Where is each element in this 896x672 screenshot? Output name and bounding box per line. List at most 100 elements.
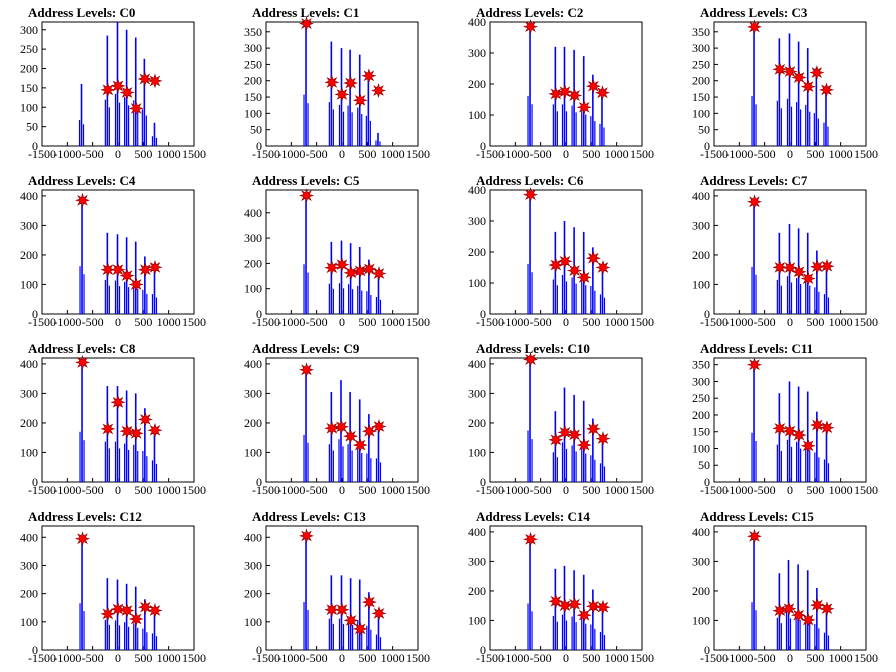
peak-marker bbox=[782, 260, 798, 276]
peak-marker bbox=[119, 84, 135, 101]
y-tick-label: 100 bbox=[468, 445, 486, 459]
y-tick-label: 0 bbox=[32, 307, 38, 321]
x-tick-label: 500 bbox=[582, 483, 600, 497]
x-tick-label: -500 bbox=[754, 147, 776, 161]
y-tick-label: 250 bbox=[692, 57, 710, 71]
x-tick-label: -1500 bbox=[476, 651, 504, 665]
peak-marker bbox=[343, 75, 359, 91]
peak-marker bbox=[74, 531, 91, 547]
y-tick-label: 200 bbox=[468, 245, 486, 259]
x-tick-label: -500 bbox=[82, 147, 104, 161]
peak-marker bbox=[595, 599, 611, 615]
peak-marker bbox=[576, 99, 592, 115]
x-tick-label: -1500 bbox=[252, 483, 280, 497]
x-tick-label: 0 bbox=[787, 315, 793, 329]
chart-title: Address Levels: C14 bbox=[476, 509, 590, 524]
peak-marker bbox=[585, 598, 601, 614]
y-tick-label: 200 bbox=[468, 416, 486, 430]
peak-marker bbox=[352, 621, 368, 637]
y-tick-label: 200 bbox=[692, 248, 710, 262]
peak-marker bbox=[819, 420, 835, 436]
x-tick-label: 1500 bbox=[630, 651, 654, 665]
peak-marker bbox=[137, 262, 153, 278]
y-tick-label: 300 bbox=[468, 214, 486, 228]
peak-marker bbox=[110, 394, 126, 410]
x-tick-label: 1500 bbox=[630, 147, 654, 161]
x-tick-label: 1000 bbox=[829, 315, 853, 329]
y-tick-label: 0 bbox=[256, 475, 262, 489]
peak-marker bbox=[791, 69, 807, 86]
peak-marker bbox=[334, 86, 350, 102]
x-tick-label: -1500 bbox=[476, 147, 504, 161]
y-tick-label: 0 bbox=[704, 643, 710, 657]
y-tick-label: 200 bbox=[20, 587, 38, 601]
peak-marker bbox=[128, 100, 144, 116]
chart-panel: Address Levels: C14 0 100 200 300 400 -1500 -10… bbox=[448, 504, 672, 672]
x-tick-label: -500 bbox=[530, 147, 552, 161]
x-tick-label: -1000 bbox=[725, 651, 753, 665]
x-tick-label: 500 bbox=[134, 315, 152, 329]
chart-svg: 0 50 100 150 200 250 300 350 -1500-1000 -500 0 500 1… bbox=[692, 19, 878, 161]
x-tick-label: -500 bbox=[754, 315, 776, 329]
peak-marker bbox=[548, 432, 564, 448]
peak-marker bbox=[361, 594, 377, 610]
x-tick-label: 1500 bbox=[854, 651, 878, 665]
peak-marker bbox=[800, 79, 816, 95]
chart-svg: 0 100 200 300 400 -1500-1000 -500 0 500 1000 1500 bbox=[468, 525, 654, 665]
peak-marker bbox=[119, 423, 135, 439]
chart-svg: 0 50 100 150 200 250 300 -1500-1000 -500 0 500 1000… bbox=[20, 21, 206, 161]
y-tick-label: 300 bbox=[244, 41, 262, 55]
peak-marker bbox=[522, 19, 539, 35]
x-tick-label: 0 bbox=[563, 483, 569, 497]
y-tick-label: 200 bbox=[468, 584, 486, 598]
chart-panel: Address Levels: C13 0 100 200 300 400 -1500 -10… bbox=[224, 504, 448, 672]
peak-marker bbox=[567, 596, 583, 612]
peak-marker bbox=[522, 531, 539, 547]
chart-title: Address Levels: C5 bbox=[252, 173, 360, 188]
x-tick-label: -1500 bbox=[700, 315, 728, 329]
x-tick-label: -1500 bbox=[700, 147, 728, 161]
peak-marker bbox=[361, 261, 377, 277]
x-tick-label: 0 bbox=[787, 147, 793, 161]
x-tick-label: -1000 bbox=[53, 315, 81, 329]
x-tick-label: -500 bbox=[306, 651, 328, 665]
x-tick-label: -1500 bbox=[28, 315, 56, 329]
y-tick-label: 0 bbox=[480, 139, 486, 153]
peak-marker bbox=[557, 424, 573, 440]
y-tick-label: 400 bbox=[20, 530, 38, 544]
chart-panel: Address Levels: C5 0 100 200 300 400 -1500 -100… bbox=[224, 168, 448, 336]
y-tick-label: 0 bbox=[32, 643, 38, 657]
chart-svg: 0 100 200 300 400 -1500-1000 -500 0 500 1000 1500 bbox=[468, 351, 654, 497]
x-tick-label: 500 bbox=[134, 651, 152, 665]
y-tick-label: 300 bbox=[20, 23, 38, 37]
x-tick-label: -1500 bbox=[700, 483, 728, 497]
y-tick-label: 400 bbox=[468, 15, 486, 29]
x-tick-label: 500 bbox=[134, 483, 152, 497]
y-tick-label: 0 bbox=[256, 139, 262, 153]
peak-marker bbox=[324, 602, 340, 618]
x-tick-label: -1500 bbox=[476, 483, 504, 497]
peak-marker bbox=[343, 265, 359, 281]
y-tick-label: 100 bbox=[244, 615, 262, 629]
x-tick-label: -1000 bbox=[53, 651, 81, 665]
peak-marker bbox=[100, 421, 116, 437]
y-tick-label: 400 bbox=[20, 189, 38, 203]
x-tick-label: 1000 bbox=[157, 483, 181, 497]
x-tick-label: -1000 bbox=[501, 315, 529, 329]
x-tick-label: 0 bbox=[115, 483, 121, 497]
peak-marker bbox=[334, 257, 350, 273]
x-tick-label: 1000 bbox=[381, 147, 405, 161]
x-tick-label: 1000 bbox=[157, 651, 181, 665]
peak-marker bbox=[147, 259, 163, 275]
x-tick-label: 500 bbox=[582, 651, 600, 665]
chart-title: Address Levels: C10 bbox=[476, 341, 590, 356]
chart-svg: 0 50 100 150 200 250 300 350 -1500-1000 -500 0 500 1… bbox=[244, 16, 430, 161]
y-tick-label: 100 bbox=[20, 445, 38, 459]
y-tick-label: 400 bbox=[20, 357, 38, 371]
y-tick-label: 300 bbox=[468, 46, 486, 60]
y-tick-label: 0 bbox=[480, 475, 486, 489]
x-tick-label: -1500 bbox=[252, 651, 280, 665]
y-tick-label: 200 bbox=[20, 416, 38, 430]
peak-marker bbox=[557, 84, 573, 100]
